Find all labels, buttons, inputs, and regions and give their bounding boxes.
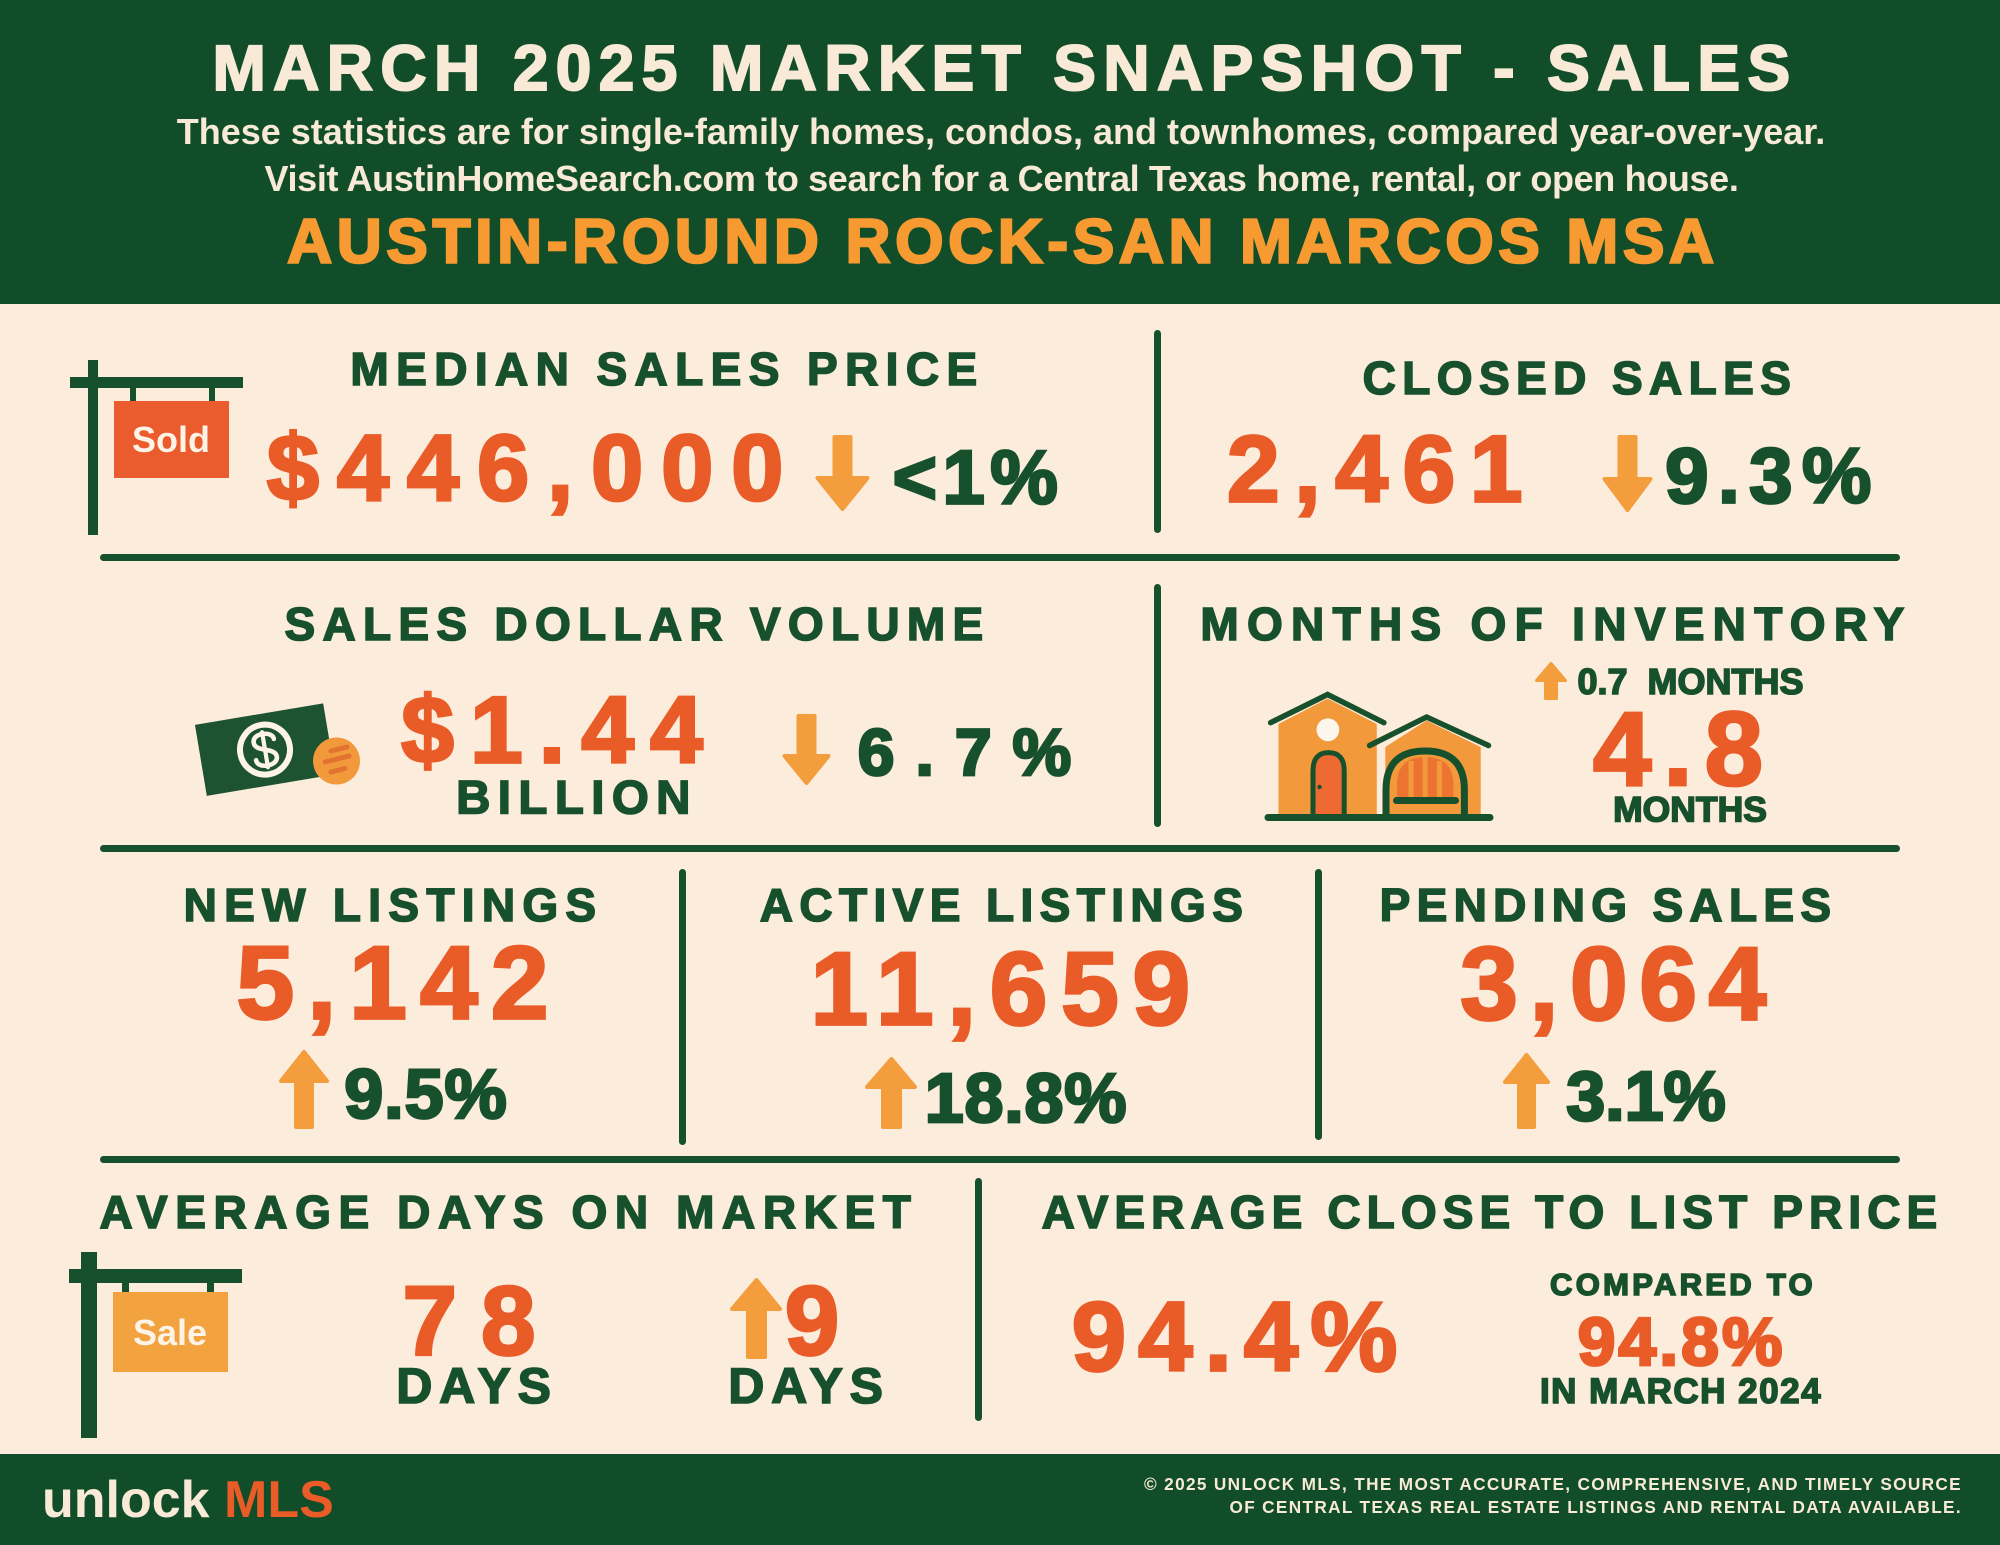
svg-text:Sale: Sale — [133, 1312, 207, 1353]
svg-text:Sold: Sold — [132, 419, 210, 460]
